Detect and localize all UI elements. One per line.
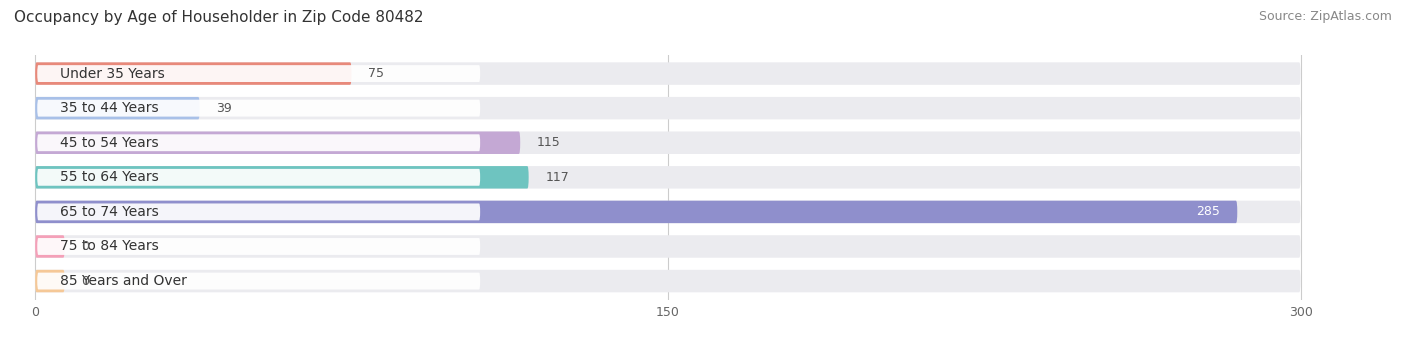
FancyBboxPatch shape	[35, 201, 1237, 223]
FancyBboxPatch shape	[35, 62, 1301, 85]
FancyBboxPatch shape	[35, 132, 520, 154]
FancyBboxPatch shape	[35, 166, 1301, 189]
FancyBboxPatch shape	[35, 97, 200, 119]
FancyBboxPatch shape	[35, 166, 529, 189]
Text: Occupancy by Age of Householder in Zip Code 80482: Occupancy by Age of Householder in Zip C…	[14, 10, 423, 25]
FancyBboxPatch shape	[35, 235, 65, 258]
Text: 75 to 84 Years: 75 to 84 Years	[60, 239, 159, 253]
FancyBboxPatch shape	[35, 97, 1301, 119]
FancyBboxPatch shape	[38, 100, 481, 117]
FancyBboxPatch shape	[38, 273, 481, 290]
FancyBboxPatch shape	[38, 238, 481, 255]
Text: 75: 75	[368, 67, 384, 80]
FancyBboxPatch shape	[35, 270, 65, 292]
FancyBboxPatch shape	[35, 132, 1301, 154]
Text: 117: 117	[546, 171, 569, 184]
Text: 65 to 74 Years: 65 to 74 Years	[60, 205, 159, 219]
Text: 0: 0	[82, 240, 90, 253]
FancyBboxPatch shape	[35, 201, 1301, 223]
Text: 285: 285	[1197, 205, 1220, 218]
Text: 39: 39	[217, 102, 232, 115]
FancyBboxPatch shape	[35, 270, 1301, 292]
Text: 85 Years and Over: 85 Years and Over	[60, 274, 187, 288]
FancyBboxPatch shape	[35, 235, 1301, 258]
Text: Under 35 Years: Under 35 Years	[60, 66, 166, 80]
Text: 115: 115	[537, 136, 561, 149]
Text: Source: ZipAtlas.com: Source: ZipAtlas.com	[1258, 10, 1392, 23]
Text: 55 to 64 Years: 55 to 64 Years	[60, 170, 159, 184]
FancyBboxPatch shape	[38, 169, 481, 186]
Text: 45 to 54 Years: 45 to 54 Years	[60, 136, 159, 150]
Text: 0: 0	[82, 275, 90, 287]
FancyBboxPatch shape	[38, 134, 481, 151]
Text: 35 to 44 Years: 35 to 44 Years	[60, 101, 159, 115]
FancyBboxPatch shape	[38, 204, 481, 220]
FancyBboxPatch shape	[35, 62, 352, 85]
FancyBboxPatch shape	[38, 65, 481, 82]
